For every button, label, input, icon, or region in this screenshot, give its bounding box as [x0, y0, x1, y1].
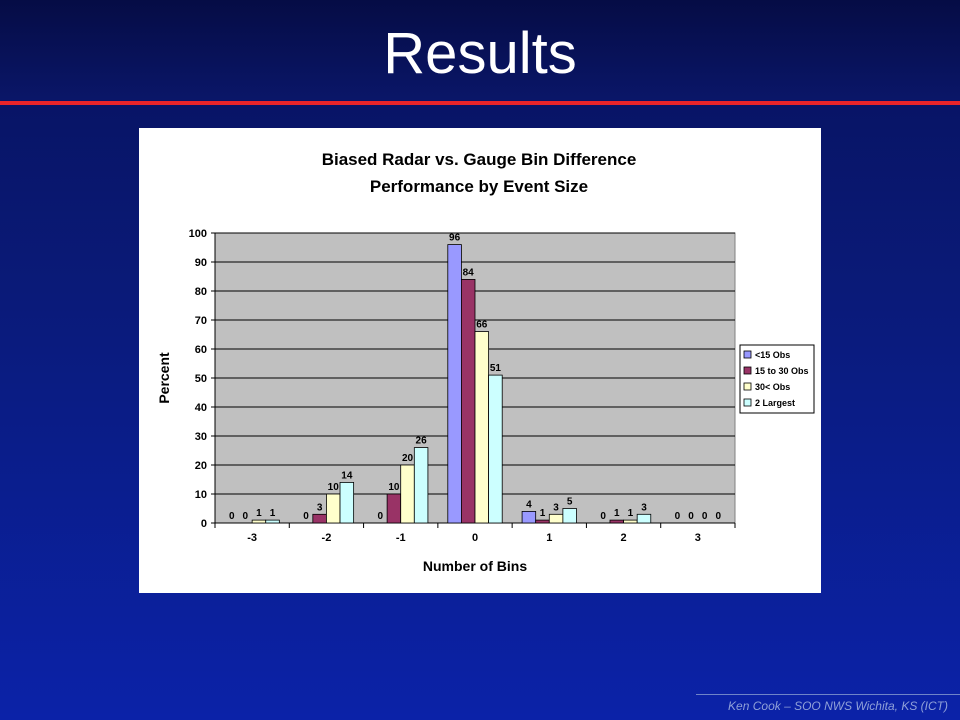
bar	[251, 519, 267, 524]
legend-swatch	[743, 398, 752, 407]
y-axis-label: Percent	[156, 352, 172, 404]
bar	[488, 374, 503, 524]
bar	[535, 519, 550, 524]
data-label: 5	[567, 497, 573, 508]
bar	[623, 519, 638, 524]
data-label: 1	[614, 508, 620, 519]
data-label: 3	[317, 502, 323, 513]
data-label: 20	[402, 453, 414, 464]
bar	[636, 513, 652, 524]
x-tick-label: -3	[247, 532, 257, 544]
legend-label: 30< Obs	[755, 382, 790, 392]
bar	[447, 244, 462, 524]
y-tick-label: 60	[195, 344, 207, 356]
y-tick-label: 40	[195, 402, 207, 414]
y-tick-label: 100	[189, 228, 207, 240]
footer-divider	[696, 694, 960, 695]
bar	[609, 519, 624, 524]
data-label: 51	[490, 363, 502, 374]
data-label: 10	[388, 482, 400, 493]
data-label: 1	[256, 508, 262, 519]
x-tick-label: 1	[546, 532, 552, 544]
data-label: 3	[641, 502, 647, 513]
data-label: 0	[715, 511, 721, 522]
chart-title-line: Performance by Event Size	[370, 177, 588, 196]
x-tick-label: 2	[621, 532, 627, 544]
bar	[312, 513, 327, 524]
bar	[521, 510, 537, 524]
data-label: 1	[540, 508, 546, 519]
title-divider	[0, 101, 960, 105]
x-axis-label: Number of Bins	[423, 558, 527, 574]
legend-swatch	[743, 366, 752, 375]
data-label: 0	[702, 511, 708, 522]
x-tick-label: 0	[472, 532, 478, 544]
data-label: 96	[449, 233, 461, 244]
bar	[386, 493, 402, 524]
bar	[562, 508, 577, 524]
legend-box	[739, 344, 815, 414]
footer-credit: Ken Cook – SOO NWS Wichita, KS (ICT)	[728, 699, 948, 713]
y-tick-label: 20	[195, 460, 207, 472]
slide-title: Results	[383, 21, 577, 86]
chart-panel: Biased Radar vs. Gauge Bin Difference Per…	[139, 128, 821, 593]
legend-label: 15 to 30 Obs	[755, 366, 809, 376]
bar	[460, 278, 476, 524]
bar	[265, 519, 280, 524]
data-label: 0	[229, 511, 235, 522]
data-label: 14	[341, 470, 353, 481]
y-tick-label: 0	[201, 518, 207, 530]
chart-title-line: Biased Radar vs. Gauge Bin Difference	[322, 150, 637, 169]
legend-swatch	[743, 382, 752, 391]
legend-swatch	[743, 350, 752, 359]
y-tick-label: 90	[195, 257, 207, 269]
x-tick-label: -2	[322, 532, 332, 544]
data-label: 1	[270, 508, 276, 519]
data-label: 10	[328, 482, 340, 493]
data-label: 0	[243, 511, 249, 522]
title-bar	[0, 0, 960, 100]
bar-chart: Biased Radar vs. Gauge Bin Difference Per…	[156, 150, 815, 574]
data-label: 1	[628, 508, 634, 519]
legend-label: <15 Obs	[755, 350, 790, 360]
data-label: 26	[416, 436, 428, 447]
data-label: 4	[526, 499, 532, 510]
data-label: 0	[675, 511, 681, 522]
bar	[413, 447, 429, 524]
y-tick-label: 50	[195, 373, 207, 385]
data-label: 0	[688, 511, 694, 522]
bar	[339, 481, 355, 524]
y-tick-label: 80	[195, 286, 207, 298]
legend-label: 2 Largest	[755, 398, 795, 408]
data-label: 0	[303, 511, 309, 522]
data-label: 0	[378, 511, 384, 522]
x-tick-label: -1	[396, 532, 406, 544]
data-label: 84	[463, 267, 475, 278]
bar	[326, 493, 341, 524]
bar	[548, 513, 564, 524]
bar	[400, 464, 415, 524]
y-tick-label: 30	[195, 431, 207, 443]
y-tick-label: 10	[195, 489, 207, 501]
bar	[474, 331, 490, 524]
x-tick-label: 3	[695, 532, 701, 544]
data-label: 3	[553, 502, 559, 513]
data-label: 66	[476, 320, 488, 331]
data-label: 0	[600, 511, 606, 522]
y-tick-label: 70	[195, 315, 207, 327]
